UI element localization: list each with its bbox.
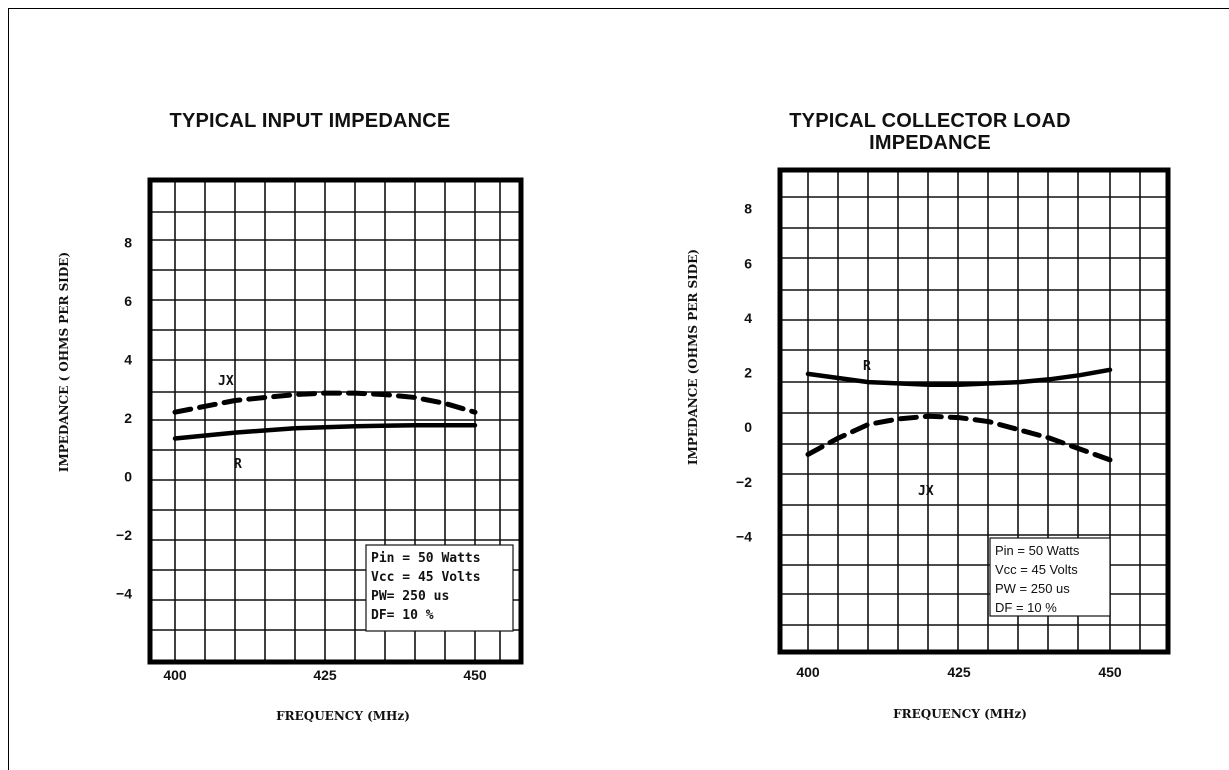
y-tick-label: −4 bbox=[736, 528, 752, 544]
condition-note: Pin = 50 Watts bbox=[371, 551, 481, 566]
chart-title-input-impedance: TYPICAL INPUT IMPEDANCE bbox=[169, 110, 451, 132]
conditions-box bbox=[365, 544, 514, 632]
y-tick-label: 8 bbox=[124, 235, 132, 251]
y-tick-label: 6 bbox=[124, 293, 132, 309]
series-line-jx bbox=[172, 390, 478, 415]
series-label-jx: JX bbox=[918, 484, 934, 499]
condition-note: Vcc = 45 Volts bbox=[995, 562, 1078, 577]
conditions-box bbox=[989, 537, 1111, 617]
y-axis-label: IMPEDANCE (OHMS PER SIDE) bbox=[686, 249, 700, 465]
x-tick-label: 400 bbox=[163, 667, 187, 683]
y-tick-label: 2 bbox=[124, 410, 132, 426]
condition-note: Vcc = 45 Volts bbox=[371, 570, 481, 585]
y-tick-label: 8 bbox=[744, 201, 752, 217]
condition-note: DF= 10 % bbox=[371, 608, 434, 623]
x-tick-label: 400 bbox=[796, 664, 820, 680]
condition-note: PW = 250 us bbox=[995, 581, 1070, 596]
series-line-r bbox=[172, 423, 478, 441]
y-tick-label: −4 bbox=[116, 586, 132, 602]
condition-note: Pin = 50 Watts bbox=[995, 543, 1080, 558]
y-tick-label: −2 bbox=[116, 527, 132, 543]
plot-frame bbox=[777, 167, 1171, 655]
y-tick-label: 4 bbox=[744, 310, 752, 326]
x-tick-label: 450 bbox=[463, 667, 487, 683]
series-label-jx: JX bbox=[218, 374, 234, 389]
plot-frame bbox=[147, 177, 524, 665]
x-tick-label: 425 bbox=[313, 667, 337, 683]
y-axis-label: IMPEDANCE ( OHMS PER SIDE) bbox=[57, 252, 71, 472]
x-tick-label: 450 bbox=[1098, 664, 1122, 680]
y-tick-label: 2 bbox=[744, 365, 752, 381]
y-tick-label: 0 bbox=[744, 419, 752, 435]
y-tick-label: 0 bbox=[124, 469, 132, 485]
chart-title-collector-load-impedance: TYPICAL COLLECTOR LOAD IMPEDANCE bbox=[789, 110, 1071, 154]
page-frame bbox=[8, 8, 1229, 770]
y-tick-label: 6 bbox=[744, 255, 752, 271]
series-label-r: R bbox=[234, 457, 242, 472]
condition-note: PW= 250 us bbox=[371, 589, 449, 604]
x-tick-label: 425 bbox=[947, 664, 971, 680]
y-tick-label: 4 bbox=[124, 352, 132, 368]
series-line-r bbox=[805, 367, 1113, 388]
series-label-r: R bbox=[863, 359, 871, 374]
condition-note: DF = 10 % bbox=[995, 600, 1057, 615]
y-tick-label: −2 bbox=[736, 474, 752, 490]
x-axis-label: FREQUENCY (MHz) bbox=[893, 707, 1027, 721]
series-line-jx bbox=[805, 413, 1113, 463]
x-axis-label: FREQUENCY (MHz) bbox=[276, 709, 410, 723]
